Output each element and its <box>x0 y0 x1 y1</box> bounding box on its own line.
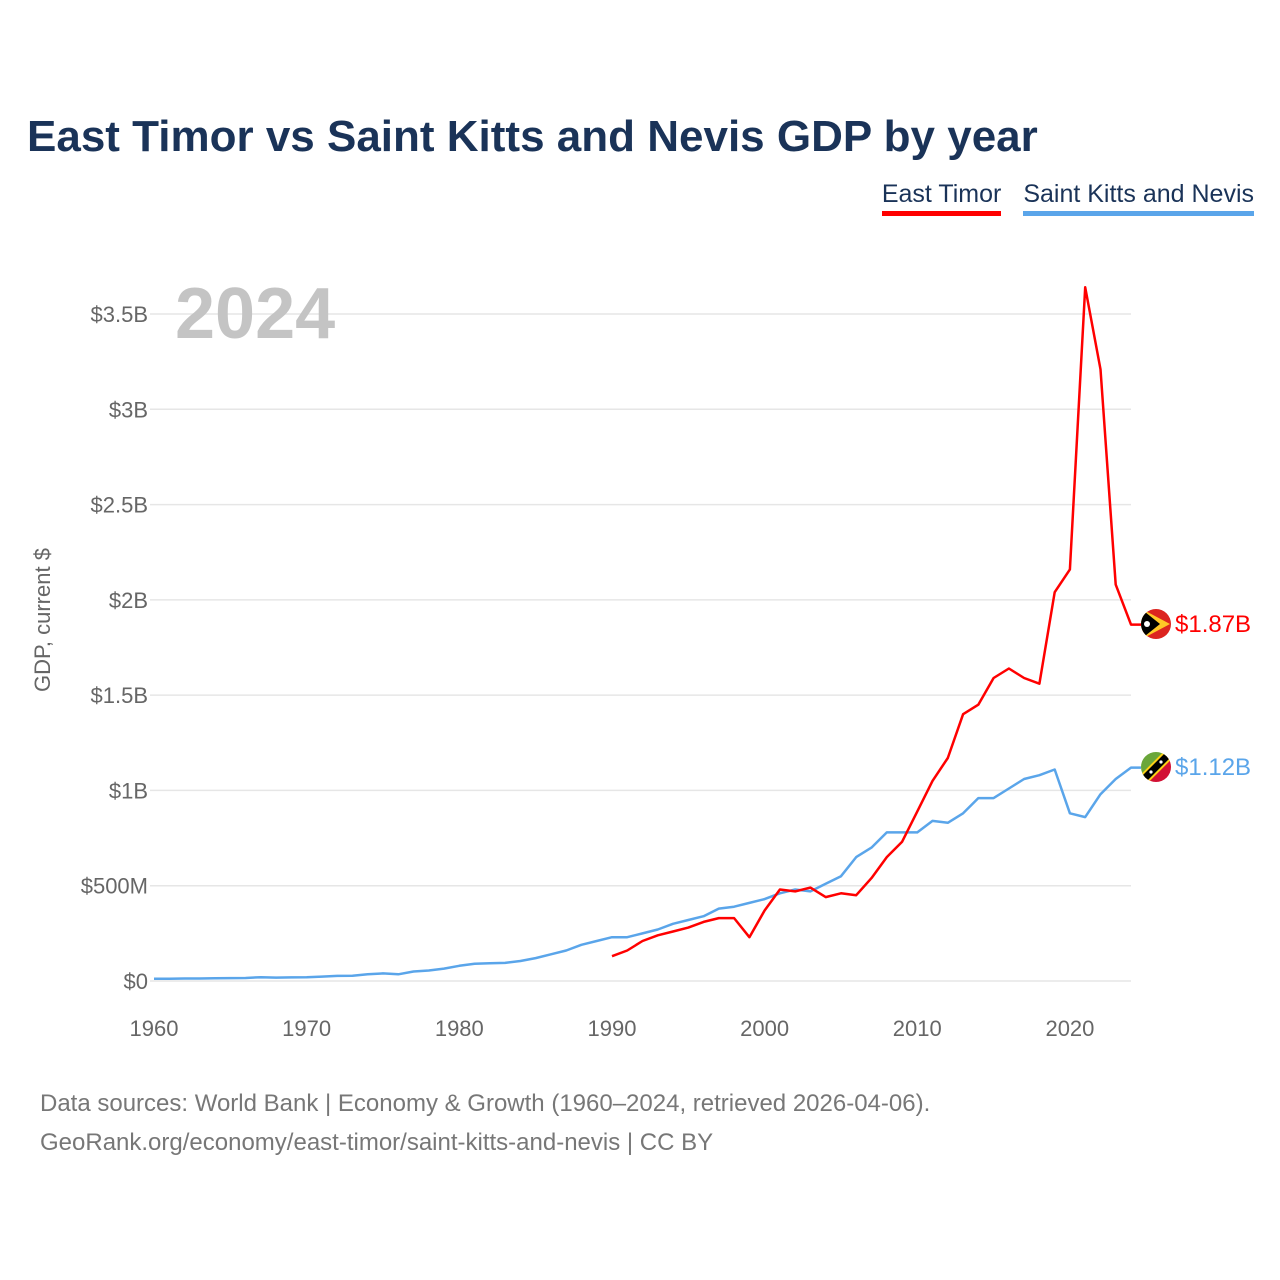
footer: Data sources: World Bank | Economy & Gro… <box>40 1084 930 1162</box>
east-timor-flag-icon <box>1141 609 1171 639</box>
saint-kitts-and-nevis-flag-icon <box>1141 752 1171 782</box>
saint-kitts-and-nevis-line <box>154 766 1141 980</box>
y-tick-label: $3B <box>109 397 148 422</box>
y-tick-label: $1.5B <box>91 683 149 708</box>
x-tick-label: 1980 <box>435 1016 484 1041</box>
legend-east-timor[interactable]: East Timor <box>881 180 1002 216</box>
y-tick-label: $500M <box>81 874 148 899</box>
chart-title: East Timor vs Saint Kitts and Nevis GDP … <box>27 112 1038 161</box>
data-sources: Data sources: World Bank | Economy & Gro… <box>40 1090 931 1117</box>
y-tick-label: $1B <box>109 778 148 803</box>
x-tick-label: 2020 <box>1045 1016 1094 1041</box>
legend: East Timor Saint Kitts and Nevis <box>881 180 1254 216</box>
x-tick-label: 1990 <box>587 1016 636 1041</box>
y-tick-label: $3.5B <box>91 302 149 327</box>
x-tick-label: 2000 <box>740 1016 789 1041</box>
y-tick-label: $2B <box>109 588 148 613</box>
source-link[interactable]: GeoRank.org/economy/east-timor/saint-kit… <box>40 1129 714 1156</box>
legend-saint-kitts-and-nevis[interactable]: Saint Kitts and Nevis <box>1023 180 1254 216</box>
east-timor-line <box>611 286 1141 958</box>
y-tick-label: $0 <box>124 969 148 994</box>
east-timor-end-label: $1.87B <box>1175 611 1251 638</box>
x-tick-label: 1960 <box>130 1016 179 1041</box>
saint-kitts-and-nevis-end-label: $1.12B <box>1175 754 1251 781</box>
x-tick-label: 2010 <box>893 1016 942 1041</box>
x-tick-label: 1970 <box>282 1016 331 1041</box>
y-axis-label: GDP, current $ <box>30 548 55 692</box>
year-watermark: 2024 <box>175 274 335 354</box>
y-tick-label: $2.5B <box>91 493 149 518</box>
